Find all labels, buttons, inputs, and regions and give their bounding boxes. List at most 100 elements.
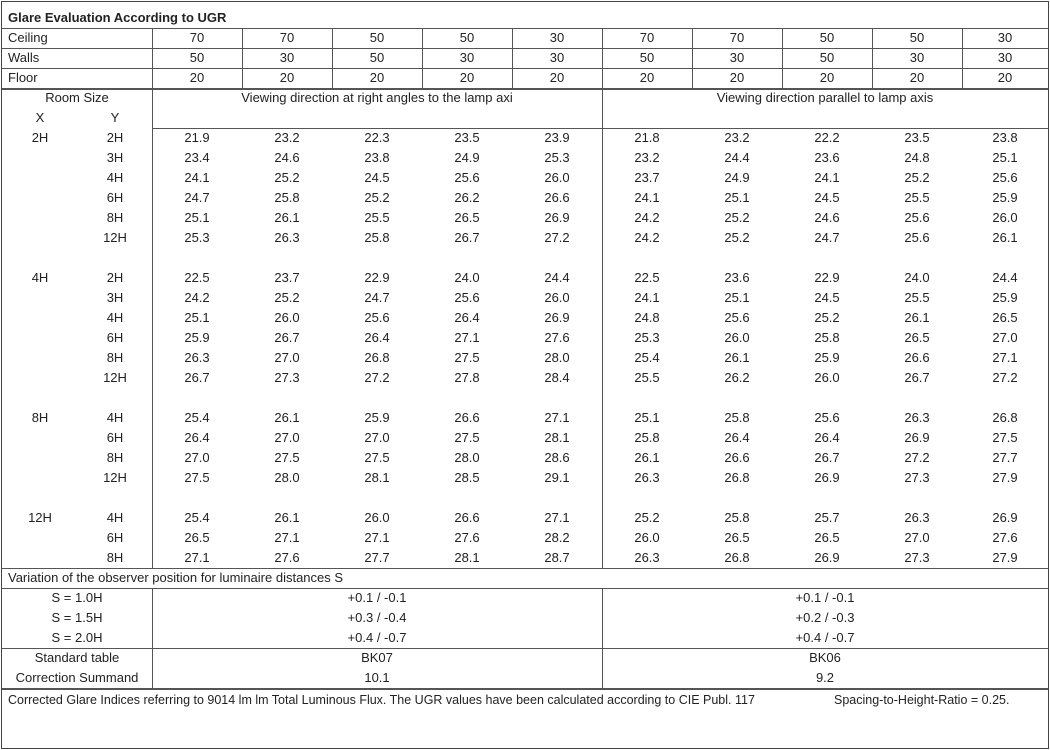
rule-line (602, 588, 603, 688)
room-y: 6H (106, 330, 124, 345)
ugr-value: 26.5 (992, 310, 1018, 325)
room-y: 2H (106, 130, 124, 145)
ugr-value: 25.4 (184, 410, 210, 425)
reflectance-value: 20 (369, 70, 385, 85)
reflectance-value: 50 (369, 50, 385, 65)
reflectance-value: 30 (549, 30, 565, 45)
ugr-value: 25.6 (454, 290, 480, 305)
ugr-value: 26.0 (814, 370, 840, 385)
ugr-value: 26.9 (904, 430, 930, 445)
ugr-value: 27.3 (274, 370, 300, 385)
y-label: Y (110, 110, 120, 125)
reflectance-value: 50 (909, 30, 925, 45)
ugr-value: 25.6 (814, 410, 840, 425)
ugr-value: 26.0 (544, 290, 570, 305)
ugr-value: 25.9 (814, 350, 840, 365)
table-title: Glare Evaluation According to UGR (8, 10, 227, 25)
ugr-value: 26.6 (454, 410, 480, 425)
ugr-value: 24.4 (724, 150, 750, 165)
rule-line (152, 128, 1048, 129)
room-size-label: Room Size (45, 90, 109, 105)
ugr-value: 24.6 (814, 210, 840, 225)
ugr-value: 24.7 (814, 230, 840, 245)
standard-table-value: BK06 (809, 650, 841, 665)
room-x: 4H (31, 270, 49, 285)
ugr-value: 24.0 (454, 270, 480, 285)
variation-title: Variation of the observer position for l… (8, 570, 344, 585)
room-x: 2H (31, 130, 49, 145)
ugr-value: 26.9 (544, 310, 570, 325)
ugr-value: 25.2 (724, 230, 750, 245)
direction-label: Viewing direction at right angles to the… (241, 90, 513, 105)
ugr-value: 26.0 (992, 210, 1018, 225)
x-label: X (35, 110, 45, 125)
reflectance-value: 70 (729, 30, 745, 45)
ugr-value: 28.1 (454, 550, 480, 565)
ugr-value: 23.8 (364, 150, 390, 165)
ugr-value: 27.5 (992, 430, 1018, 445)
ugr-value: 26.7 (814, 450, 840, 465)
ugr-value: 26.3 (904, 410, 930, 425)
ugr-value: 27.0 (992, 330, 1018, 345)
ugr-value: 27.5 (454, 350, 480, 365)
ugr-value: 24.4 (544, 270, 570, 285)
ugr-value: 27.6 (544, 330, 570, 345)
ugr-value: 26.8 (724, 550, 750, 565)
variation-value: +0.4 / -0.7 (795, 630, 855, 645)
ugr-value: 26.8 (724, 470, 750, 485)
room-y: 4H (106, 310, 124, 325)
ugr-value: 27.3 (904, 550, 930, 565)
ugr-value: 26.2 (724, 370, 750, 385)
room-x: 12H (28, 510, 52, 525)
ugr-value: 27.5 (274, 450, 300, 465)
ugr-value: 28.4 (544, 370, 570, 385)
ugr-value: 26.0 (274, 310, 300, 325)
ugr-value: 26.9 (992, 510, 1018, 525)
footer-note: Corrected Glare Indices referring to 901… (8, 693, 755, 707)
ugr-value: 26.3 (634, 550, 660, 565)
ugr-value: 25.8 (724, 410, 750, 425)
rule-line (2, 28, 1048, 29)
ugr-value: 25.5 (904, 290, 930, 305)
room-y: 12H (103, 230, 127, 245)
ugr-value: 22.2 (814, 130, 840, 145)
variation-value: +0.3 / -0.4 (347, 610, 407, 625)
correction-summand-label: Correction Summand (15, 670, 139, 685)
reflectance-value: 30 (279, 50, 295, 65)
room-y: 6H (106, 530, 124, 545)
reflectance-value: 30 (729, 50, 745, 65)
ugr-value: 25.9 (184, 330, 210, 345)
ugr-value: 25.5 (634, 370, 660, 385)
ugr-value: 22.9 (814, 270, 840, 285)
ugr-value: 26.4 (454, 310, 480, 325)
spacing-ratio: Spacing-to-Height-Ratio = 0.25. (834, 693, 1010, 707)
ugr-value: 24.1 (634, 290, 660, 305)
correction-summand-value: 10.1 (364, 670, 390, 685)
ugr-value: 22.5 (634, 270, 660, 285)
ugr-value: 24.1 (634, 190, 660, 205)
reflectance-value: 70 (279, 30, 295, 45)
ugr-value: 25.8 (814, 330, 840, 345)
reflectance-value: 20 (189, 70, 205, 85)
correction-summand-value: 9.2 (815, 670, 835, 685)
reflectance-value: 20 (279, 70, 295, 85)
ugr-value: 24.8 (634, 310, 660, 325)
ugr-value: 26.9 (544, 210, 570, 225)
ugr-value: 26.0 (724, 330, 750, 345)
reflectance-value: 30 (997, 50, 1013, 65)
ugr-value: 23.8 (992, 130, 1018, 145)
ugr-value: 23.7 (634, 170, 660, 185)
ugr-value: 26.4 (184, 430, 210, 445)
ugr-value: 26.4 (724, 430, 750, 445)
reflectance-value: 50 (819, 50, 835, 65)
ugr-value: 24.9 (454, 150, 480, 165)
ugr-value: 26.6 (544, 190, 570, 205)
rule-line (512, 28, 513, 88)
ugr-value: 24.2 (634, 210, 660, 225)
ugr-value: 25.7 (814, 510, 840, 525)
room-y: 4H (106, 170, 124, 185)
variation-label: S = 1.5H (51, 610, 103, 625)
ugr-value: 26.0 (364, 510, 390, 525)
ugr-value: 28.7 (544, 550, 570, 565)
